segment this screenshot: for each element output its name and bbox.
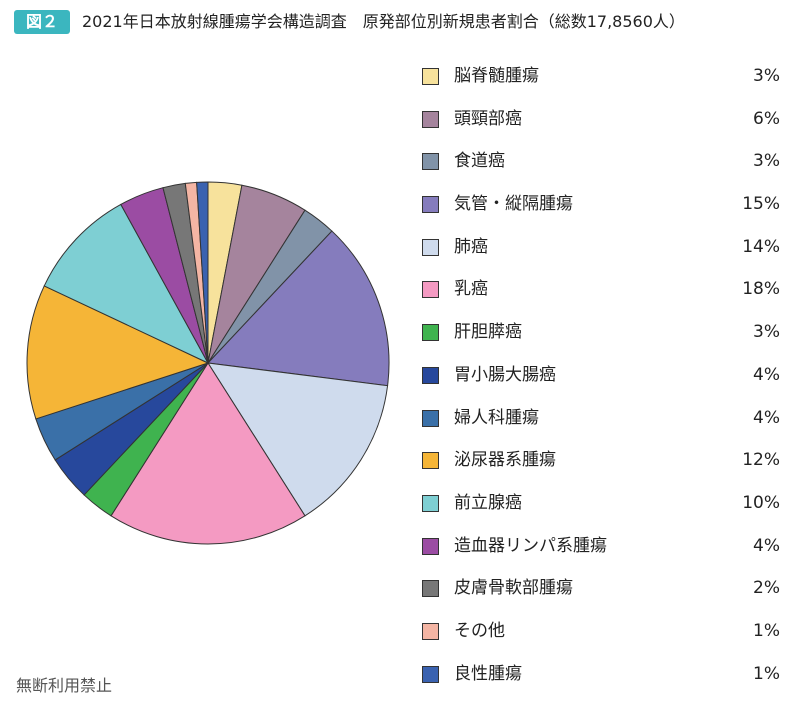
legend-item-0: 脳脊髄腫瘍 3%	[422, 60, 784, 103]
legend-label: その他	[454, 620, 505, 641]
legend-value: 2%	[753, 578, 780, 599]
legend-swatch	[422, 324, 439, 342]
legend-swatch	[422, 665, 439, 683]
legend-value: 15%	[742, 194, 780, 215]
pie-slice-5	[110, 362, 306, 545]
legend-label: 肝胆膵癌	[454, 322, 522, 343]
pie-slice-10	[43, 203, 210, 365]
chart-title: 2021年日本放射線腫瘍学会構造調査 原発部位別新規患者割合（総数17,8560…	[82, 12, 685, 31]
legend-item-4: 肺癌 14%	[422, 231, 784, 274]
pie-slice-14	[196, 181, 209, 364]
legend-swatch	[422, 281, 439, 299]
legend-item-1: 頭頸部癌 6%	[422, 103, 784, 146]
legend-value: 6%	[753, 108, 780, 129]
legend-swatch	[422, 452, 439, 470]
figure-badge: 図２	[14, 10, 70, 34]
legend: 脳脊髄腫瘍 3% 頭頸部癌 6% 食道癌 3% 気管・縦隔腫瘍 15% 肺癌 14% 乳癌 18% 肝胆…	[422, 60, 784, 700]
legend-item-12: 皮膚骨軟部腫瘍 2%	[422, 572, 784, 615]
legend-item-10: 前立腺癌 10%	[422, 487, 784, 530]
legend-value: 4%	[753, 407, 780, 428]
legend-label: 食道癌	[454, 151, 505, 172]
legend-swatch	[422, 196, 439, 214]
copyright-note: 無断利用禁止	[16, 676, 113, 695]
legend-item-14: 良性腫瘍 1%	[422, 658, 784, 701]
legend-value: 3%	[753, 66, 780, 86]
pie-slice-3	[206, 230, 390, 387]
legend-swatch	[422, 366, 439, 384]
legend-label: 前立腺癌	[454, 492, 522, 513]
legend-swatch	[422, 110, 439, 128]
chart-header: 図２ 2021年日本放射線腫瘍学会構造調査 原発部位別新規患者割合（総数17,8…	[0, 6, 800, 36]
legend-item-9: 泌尿器系腫瘍 12%	[422, 444, 784, 487]
legend-label: 頭頸部癌	[454, 108, 522, 129]
pie-slice-4	[207, 362, 389, 517]
legend-value: 12%	[742, 450, 780, 471]
legend-value: 1%	[753, 620, 780, 641]
legend-item-11: 造血器リンパ系腫瘍 4%	[422, 530, 784, 573]
legend-item-5: 乳癌 18%	[422, 273, 784, 316]
legend-label: 良性腫瘍	[454, 663, 522, 684]
legend-value: 14%	[742, 236, 780, 257]
legend-value: 3%	[753, 322, 780, 343]
legend-value: 1%	[753, 663, 780, 684]
legend-item-7: 胃小腸大腸癌 4%	[422, 359, 784, 402]
legend-item-13: その他 1%	[422, 615, 784, 658]
legend-label: 脳脊髄腫瘍	[454, 66, 539, 86]
legend-label: 泌尿器系腫瘍	[454, 450, 556, 471]
legend-value: 3%	[753, 151, 780, 172]
legend-value: 4%	[753, 364, 780, 385]
legend-swatch	[422, 494, 439, 512]
legend-label: 胃小腸大腸癌	[454, 364, 556, 385]
legend-label: 婦人科腫瘍	[454, 407, 539, 428]
legend-item-6: 肝胆膵癌 3%	[422, 316, 784, 359]
legend-swatch	[422, 409, 439, 427]
legend-swatch	[422, 68, 439, 85]
legend-label: 乳癌	[454, 279, 488, 300]
legend-item-3: 気管・縦隔腫瘍 15%	[422, 188, 784, 231]
legend-swatch	[422, 153, 439, 171]
legend-value: 4%	[753, 535, 780, 556]
legend-label: 肺癌	[454, 236, 488, 257]
legend-label: 気管・縦隔腫瘍	[454, 194, 573, 215]
legend-value: 10%	[742, 492, 780, 513]
legend-label: 造血器リンパ系腫瘍	[454, 535, 607, 556]
legend-swatch	[422, 537, 439, 555]
legend-swatch	[422, 238, 439, 256]
pie-slice-9	[26, 285, 210, 420]
legend-swatch	[422, 622, 439, 640]
legend-item-8: 婦人科腫瘍 4%	[422, 402, 784, 445]
legend-label: 皮膚骨軟部腫瘍	[454, 578, 573, 599]
legend-value: 18%	[742, 279, 780, 300]
legend-swatch	[422, 580, 439, 598]
legend-item-2: 食道癌 3%	[422, 145, 784, 188]
